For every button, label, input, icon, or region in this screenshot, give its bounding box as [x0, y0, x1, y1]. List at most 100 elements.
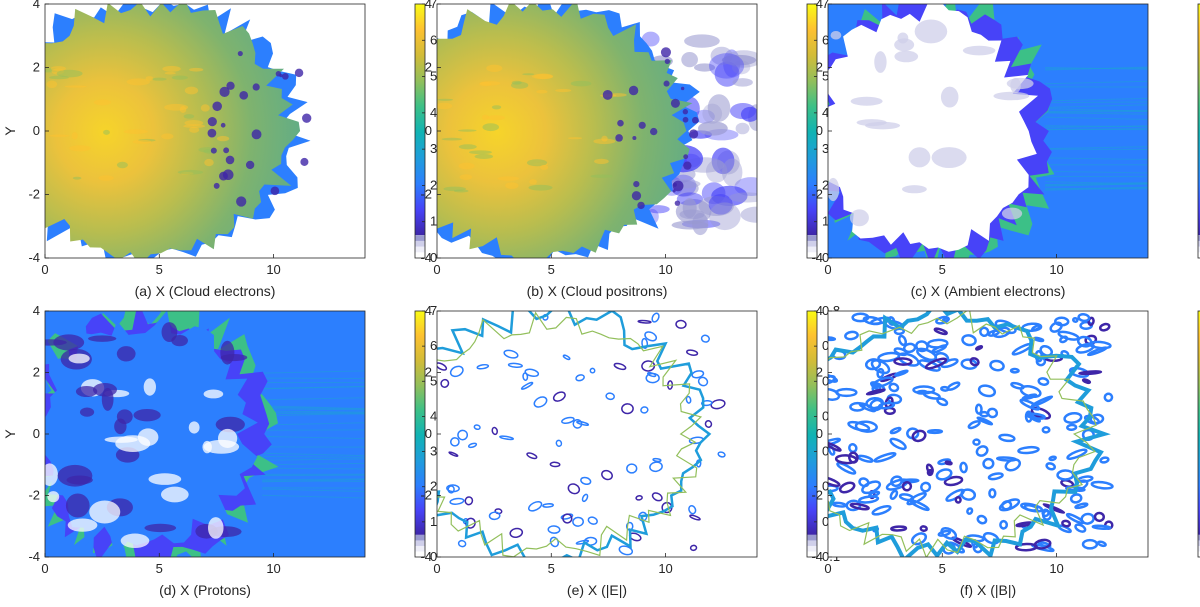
- colorbar-tick-label: 3: [430, 444, 437, 459]
- colorbar-gradient: [1198, 4, 1200, 236]
- colorbar-band: [415, 545, 425, 552]
- y-tick-label: 0: [425, 123, 432, 138]
- y-tick-label: 4: [816, 0, 823, 11]
- y-tick-label: -2: [420, 488, 432, 503]
- y-tick-label: -2: [811, 488, 823, 503]
- heatmap-area: [828, 4, 1148, 258]
- colorbar-band: [1198, 252, 1200, 259]
- y-tick-label: -2: [28, 488, 40, 503]
- colorbar-band: [415, 540, 425, 547]
- colorbar-gradient: [415, 4, 425, 236]
- colorbar-tick-label: 7: [430, 303, 437, 318]
- colorbar-tick-label: 4: [430, 408, 437, 423]
- y-axis-label: Y: [2, 429, 18, 439]
- y-tick-label: -2: [811, 187, 823, 202]
- colorbar-band: [415, 246, 425, 253]
- x-axis-label: (e) X (|E|): [567, 582, 627, 598]
- colorbar-band: [807, 551, 817, 558]
- colorbar-tick-label: 1: [822, 214, 829, 229]
- x-axis-label: (b) X (Cloud positrons): [527, 283, 668, 299]
- colorbar-frame: [806, 3, 818, 259]
- colorbar-band: [1198, 235, 1200, 242]
- colorbar-band: [807, 252, 817, 259]
- colorbar-frame: [1197, 310, 1200, 558]
- colorbar-gradient: [1198, 311, 1200, 535]
- colorbar-tick-label: 3: [430, 141, 437, 156]
- colorbar-tick-label: 1: [430, 214, 437, 229]
- x-tick-label: 0: [433, 561, 440, 576]
- colorbar-tick-label: 0: [430, 549, 437, 564]
- y-tick-label: 0: [816, 426, 823, 441]
- y-tick-label: 2: [816, 60, 823, 75]
- colorbar-band: [1198, 540, 1200, 547]
- colorbar-band: [807, 545, 817, 552]
- colorbar-gradient: [807, 4, 817, 236]
- x-axis-label: (d) X (Protons): [159, 582, 251, 598]
- y-tick-label: 4: [425, 303, 432, 318]
- colorbar-band: [807, 246, 817, 253]
- colorbar-frame: [1197, 3, 1200, 259]
- colorbar-tick-label: 0: [822, 250, 829, 265]
- y-tick-label: 0: [816, 123, 823, 138]
- colorbar-band: [415, 235, 425, 242]
- x-tick-label: 0: [824, 262, 831, 277]
- heatmap-area: [437, 4, 757, 258]
- x-tick-label: 10: [658, 561, 672, 576]
- x-tick-label: 5: [939, 262, 946, 277]
- colorbar-tick-label: 5: [822, 69, 829, 84]
- colorbar-tick-label: 2: [822, 177, 829, 192]
- y-tick-label: 4: [33, 0, 40, 11]
- y-tick-label: 0: [33, 426, 40, 441]
- x-axis-label: (c) X (Ambient electrons): [911, 283, 1066, 299]
- colorbar-tick-label: 6: [430, 338, 437, 353]
- panel-f: 0 5 10 4 2 0 -2 -4 (f) X (|B|) 21.510.5: [811, 303, 1200, 598]
- colorbar-gradient: [807, 311, 817, 535]
- colorbar-band: [415, 551, 425, 558]
- y-tick-label: -4: [811, 549, 823, 564]
- y-tick-label: -4: [420, 549, 432, 564]
- x-tick-label: 5: [156, 262, 163, 277]
- colorbar-tick-label: 5: [430, 373, 437, 388]
- x-tick-label: 0: [824, 561, 831, 576]
- colorbar-tick-label: 6: [430, 32, 437, 47]
- colorbar-tick-label: 7: [430, 0, 437, 11]
- heatmap-area: [45, 311, 365, 557]
- colorbar-band: [1198, 551, 1200, 558]
- colorbar-band: [415, 252, 425, 259]
- colorbar-band: [1198, 534, 1200, 541]
- y-tick-label: -2: [28, 187, 40, 202]
- x-tick-label: 5: [939, 561, 946, 576]
- colorbar-frame: [414, 310, 426, 558]
- colorbar-band: [415, 240, 425, 247]
- x-tick-label: 5: [548, 561, 555, 576]
- x-axis-label: (f) X (|B|): [960, 582, 1016, 598]
- y-tick-label: -4: [28, 549, 40, 564]
- y-tick-label: 2: [425, 60, 432, 75]
- y-axis-label: Y: [2, 126, 18, 136]
- colorbar-band: [1198, 545, 1200, 552]
- colorbar-tick-label: 4: [822, 105, 829, 120]
- colorbar-tick-label: 7: [822, 0, 829, 11]
- colorbar-frame: [414, 3, 426, 259]
- y-tick-label: 4: [816, 303, 823, 318]
- colorbar-frame: [806, 310, 818, 558]
- y-tick-label: 2: [33, 60, 40, 75]
- x-tick-label: 5: [156, 561, 163, 576]
- colorbar-band: [807, 235, 817, 242]
- y-tick-label: 4: [425, 0, 432, 11]
- colorbar-tick-label: 0: [430, 250, 437, 265]
- y-tick-label: 2: [33, 365, 40, 380]
- y-tick-label: -4: [420, 250, 432, 265]
- x-tick-label: 10: [1049, 561, 1063, 576]
- colorbar-tick-label: 2: [430, 479, 437, 494]
- y-tick-label: -4: [811, 250, 823, 265]
